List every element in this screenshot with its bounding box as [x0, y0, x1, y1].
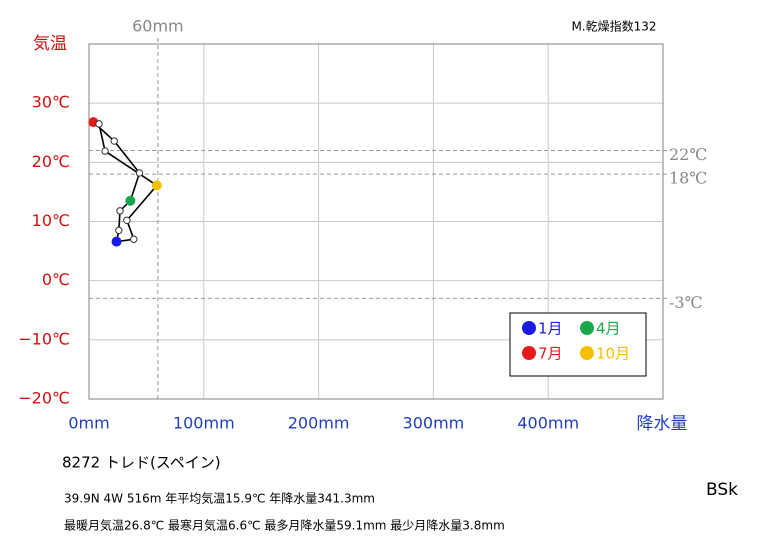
reference-label: 22℃ — [669, 145, 707, 164]
legend-box — [509, 312, 647, 377]
station-name: 8272 トレド(スペイン) — [62, 454, 221, 472]
legend-marker — [522, 346, 536, 360]
legend-label: 1月 — [538, 320, 563, 338]
month-point — [110, 137, 118, 145]
month-point — [151, 180, 162, 191]
month-point — [125, 195, 136, 206]
month-point — [116, 207, 124, 215]
month-point — [111, 236, 122, 247]
y-tick-label: 0℃ — [42, 270, 70, 289]
legend-marker — [580, 321, 594, 335]
reference-label: 60mm — [132, 17, 184, 36]
month-point — [95, 120, 103, 128]
legend-label: 10月 — [596, 345, 630, 363]
x-tick-label: 100mm — [173, 414, 235, 433]
legend-label: 4月 — [596, 320, 621, 338]
legend-marker — [580, 346, 594, 360]
legend-label: 7月 — [538, 345, 563, 363]
climate-class: BSk — [706, 480, 738, 500]
month-point — [115, 226, 123, 235]
reference-label: 18℃ — [669, 169, 707, 188]
plot-border — [88, 43, 664, 400]
y-tick-label: 20℃ — [32, 152, 70, 171]
month-point — [101, 147, 109, 155]
x-tick-label: 0mm — [68, 414, 109, 433]
legend-marker — [522, 321, 536, 335]
month-point — [123, 216, 131, 225]
info-line: 最暖月気温26.8℃ 最寒月気温6.6℃ 最多月降水量59.1mm 最少月降水量… — [64, 518, 505, 533]
index-label: M.乾燥指数132 — [571, 19, 656, 34]
x-tick-label: 300mm — [403, 414, 465, 433]
y-axis-label: 気温 — [33, 34, 67, 54]
month-point — [135, 169, 144, 177]
y-tick-label: −10℃ — [18, 329, 70, 348]
info-line: 39.9N 4W 516m 年平均気温15.9℃ 年降水量341.3mm — [64, 491, 375, 506]
y-tick-label: 30℃ — [32, 93, 70, 112]
x-tick-label: 200mm — [288, 414, 350, 433]
reference-label: -3℃ — [669, 293, 702, 312]
y-tick-label: −20℃ — [18, 389, 70, 408]
x-tick-label: 400mm — [517, 414, 579, 433]
y-tick-label: 10℃ — [32, 211, 70, 230]
x-axis-label: 降水量 — [637, 414, 688, 434]
month-point — [130, 235, 138, 243]
